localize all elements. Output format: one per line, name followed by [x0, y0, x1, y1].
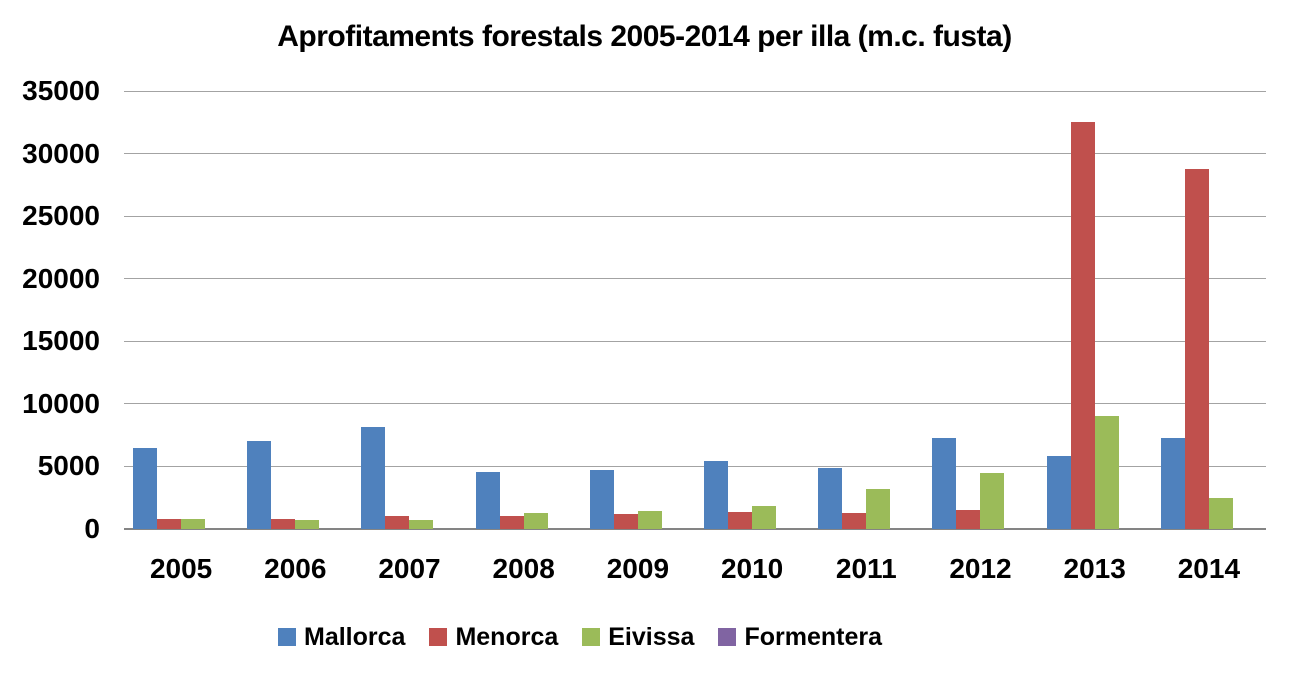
legend-swatch-mallorca: [278, 628, 296, 646]
x-axis-label-2012: 2012: [949, 553, 1012, 584]
bar-mallorca-2010: [704, 461, 729, 529]
bar-group-2008: [467, 91, 581, 529]
legend-label-formentera: Formentera: [744, 623, 882, 651]
bar-mallorca-2006: [247, 441, 272, 529]
bar-eivissa-2006: [295, 520, 320, 529]
y-tick-label-25000: 25000: [22, 200, 100, 232]
y-tick-label-0: 0: [84, 513, 100, 544]
gridline-20000: [124, 278, 1266, 280]
bar-group-2005: [124, 91, 238, 529]
bar-menorca-2011: [842, 513, 867, 529]
bar-group-2010: [695, 91, 809, 529]
gridline-35000: [124, 90, 1266, 92]
x-axis-label-2005: 2005: [149, 553, 213, 584]
x-axis-label-2008: 2008: [492, 553, 555, 584]
bar-menorca-2013: [1070, 122, 1095, 529]
bar-group-2007: [352, 91, 466, 529]
y-tick-label-20000: 20000: [22, 262, 100, 294]
bar-group-2006: [238, 91, 352, 529]
gridline-5000: [124, 465, 1266, 467]
x-axis-line: [124, 528, 1266, 530]
bar-mallorca-2008: [475, 472, 500, 529]
bar-mallorca-2005: [133, 448, 158, 529]
bar-eivissa-2007: [409, 520, 434, 529]
bar-group-2011: [809, 91, 923, 529]
legend-label-eivissa: Eivissa: [608, 623, 695, 651]
x-axis: 2005 2006 2007 2008 2009 2010 2011 2012 2013 2014: [124, 552, 1266, 588]
bar-eivissa-2011: [866, 489, 891, 529]
legend: Mallorca Menorca Eivissa Formentera: [0, 622, 1160, 652]
legend-label-mallorca: Mallorca: [304, 623, 406, 651]
y-tick-label-15000: 15000: [22, 325, 100, 357]
x-axis-label-2007: 2007: [378, 553, 441, 584]
bar-mallorca-2014: [1160, 438, 1185, 529]
bar-mallorca-2012: [932, 438, 957, 529]
legend-item-eivissa: Eivissa: [582, 622, 694, 652]
bar-eivissa-2012: [980, 473, 1005, 529]
bar-menorca-2010: [728, 512, 753, 529]
bar-group-2013: [1038, 91, 1152, 529]
bar-group-2014: [1152, 91, 1266, 529]
x-axis-label-2013: 2013: [1063, 553, 1126, 584]
x-axis-label-2010: 2010: [720, 553, 784, 584]
bar-eivissa-2005: [181, 519, 206, 529]
bar-eivissa-2014: [1208, 498, 1233, 529]
gridline-25000: [124, 215, 1266, 217]
bar-menorca-2012: [956, 510, 981, 529]
bar-eivissa-2009: [637, 511, 662, 529]
legend-swatch-formentera: [718, 628, 737, 646]
legend-item-formentera: Formentera: [718, 622, 882, 652]
gridline-15000: [124, 340, 1266, 342]
bar-menorca-2005: [157, 519, 182, 529]
bar-menorca-2014: [1184, 169, 1209, 529]
y-tick-label-30000: 30000: [22, 137, 100, 169]
bar-eivissa-2013: [1094, 416, 1119, 529]
bar-menorca-2007: [385, 516, 410, 529]
x-axis-label-2006: 2006: [264, 553, 327, 584]
bar-mallorca-2013: [1046, 456, 1071, 529]
legend-swatch-eivissa: [582, 628, 601, 646]
x-axis-label-2009: 2009: [606, 553, 670, 584]
x-axis-label-2014: 2014: [1177, 553, 1241, 584]
y-tick-label-10000: 10000: [22, 387, 100, 419]
bar-mallorca-2009: [589, 470, 614, 529]
bar-group-2009: [581, 91, 695, 529]
y-tick-label-5000: 5000: [37, 450, 100, 482]
bar-menorca-2008: [499, 516, 524, 529]
legend-item-mallorca: Mallorca: [278, 622, 405, 652]
bar-mallorca-2007: [361, 427, 386, 529]
y-tick-label-35000: 35000: [22, 75, 100, 106]
x-axis-label-2011: 2011: [835, 553, 897, 584]
bar-menorca-2006: [271, 519, 296, 529]
bar-eivissa-2008: [523, 513, 548, 529]
legend-item-menorca: Menorca: [429, 622, 558, 652]
bar-menorca-2009: [613, 514, 638, 529]
gridline-10000: [124, 403, 1266, 405]
bar-mallorca-2011: [818, 468, 843, 529]
legend-label-menorca: Menorca: [455, 623, 559, 651]
plot-area: [124, 90, 1266, 530]
chart-title: Aprofitaments forestals 2005-2014 per il…: [277, 20, 1012, 53]
gridline-30000: [124, 153, 1266, 155]
bar-group-2012: [923, 91, 1037, 529]
bar-eivissa-2010: [752, 506, 777, 529]
legend-swatch-menorca: [429, 628, 448, 646]
